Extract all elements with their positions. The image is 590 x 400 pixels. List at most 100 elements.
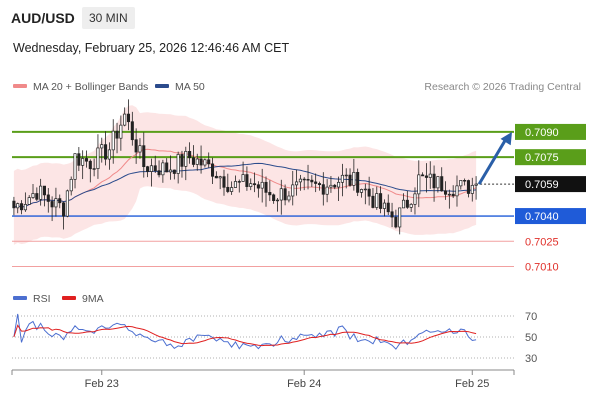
candle (428, 161, 432, 189)
interval-badge[interactable]: 30 MIN (82, 7, 135, 29)
level-label-0: 0.7090 (525, 127, 559, 139)
candle (111, 119, 115, 164)
candle (50, 196, 54, 222)
candle (440, 167, 444, 192)
candle (58, 194, 62, 209)
candle (123, 107, 127, 127)
rsi-ma-line (13, 324, 477, 347)
candle (65, 189, 69, 218)
candle (298, 174, 302, 191)
candle (363, 183, 367, 205)
candle (180, 150, 184, 178)
candle (161, 159, 165, 183)
candle (46, 188, 50, 213)
candle (172, 169, 176, 180)
candle (409, 203, 413, 212)
candle (451, 185, 455, 199)
candle (466, 179, 470, 198)
candle (84, 150, 89, 168)
candle (168, 155, 173, 180)
level-label-4: 0.7010 (525, 262, 559, 274)
candle (417, 160, 421, 208)
research-credit: Research © 2026 Trading Central (424, 81, 581, 93)
candle (447, 189, 451, 209)
ma20-line (13, 148, 477, 209)
price-legend: MA 20 + Bollinger Bands MA 50 Research ©… (13, 81, 581, 93)
candle (348, 168, 352, 187)
candle (237, 179, 241, 193)
candle (100, 137, 104, 163)
candle (340, 163, 344, 197)
candle (214, 171, 218, 179)
candle (176, 151, 180, 184)
ma50-swatch (155, 84, 169, 88)
candle (165, 158, 169, 173)
level-tag-1 (515, 149, 586, 166)
level-tag-0 (515, 123, 586, 140)
candle (405, 190, 409, 209)
rsi-ma-legend-label: 9MA (82, 293, 104, 305)
last-price-marker: 0.7059 (476, 176, 586, 193)
candle (310, 175, 314, 187)
candle (126, 99, 131, 131)
candle (138, 138, 142, 159)
candle (283, 184, 287, 206)
bollinger-band-area (13, 105, 477, 245)
x-axis: Feb 23 Feb 24 Feb 25 (11, 369, 515, 390)
candle (344, 168, 348, 189)
x-tick-label: Feb 25 (455, 378, 489, 390)
rsi-grid: 70 50 30 (12, 311, 537, 365)
x-tick-label: Feb 23 (85, 378, 119, 390)
candle (352, 158, 356, 191)
candle (31, 184, 35, 199)
candle (107, 142, 111, 170)
candle (42, 185, 47, 207)
last-price-tag (515, 176, 586, 193)
candle (279, 179, 283, 215)
candle (337, 176, 341, 202)
candle (253, 172, 257, 193)
candle (314, 173, 318, 193)
candle (367, 176, 371, 206)
rsi-tick-30: 30 (525, 353, 537, 365)
candle (149, 158, 153, 187)
candle (245, 166, 249, 191)
level-label-1: 0.7075 (525, 152, 559, 164)
chart-datetime: Wednesday, February 25, 2026 12:46:46 AM… (13, 41, 290, 55)
candle (203, 158, 207, 168)
candles (12, 99, 478, 235)
candle (295, 169, 299, 196)
rsi-legend-label: RSI (33, 293, 51, 305)
arrow-shaft (477, 138, 508, 185)
candle (268, 180, 272, 202)
candle (23, 192, 27, 212)
candle (195, 153, 199, 171)
level-tag-2 (515, 208, 586, 225)
candle (16, 202, 20, 214)
candle (424, 163, 428, 193)
candle (264, 176, 268, 207)
level-label-2: 0.7040 (525, 211, 559, 223)
candle (39, 178, 43, 206)
candle (470, 177, 474, 202)
candle (375, 186, 379, 210)
candle (134, 128, 138, 164)
candle (291, 170, 295, 206)
last-price-label: 0.7059 (525, 179, 559, 191)
candle (386, 194, 390, 216)
rsi-legend: RSI 9MA (13, 293, 104, 305)
candle (272, 193, 276, 204)
candle (73, 153, 77, 189)
candle (62, 201, 66, 230)
candle (394, 209, 398, 229)
candle (27, 195, 31, 205)
rsi-ma-swatch (62, 296, 76, 300)
candle (104, 131, 108, 166)
candle (226, 173, 230, 194)
candle (321, 172, 325, 206)
candle (142, 132, 146, 178)
candle (455, 175, 459, 207)
candle (398, 207, 402, 235)
rsi-line (13, 313, 477, 350)
